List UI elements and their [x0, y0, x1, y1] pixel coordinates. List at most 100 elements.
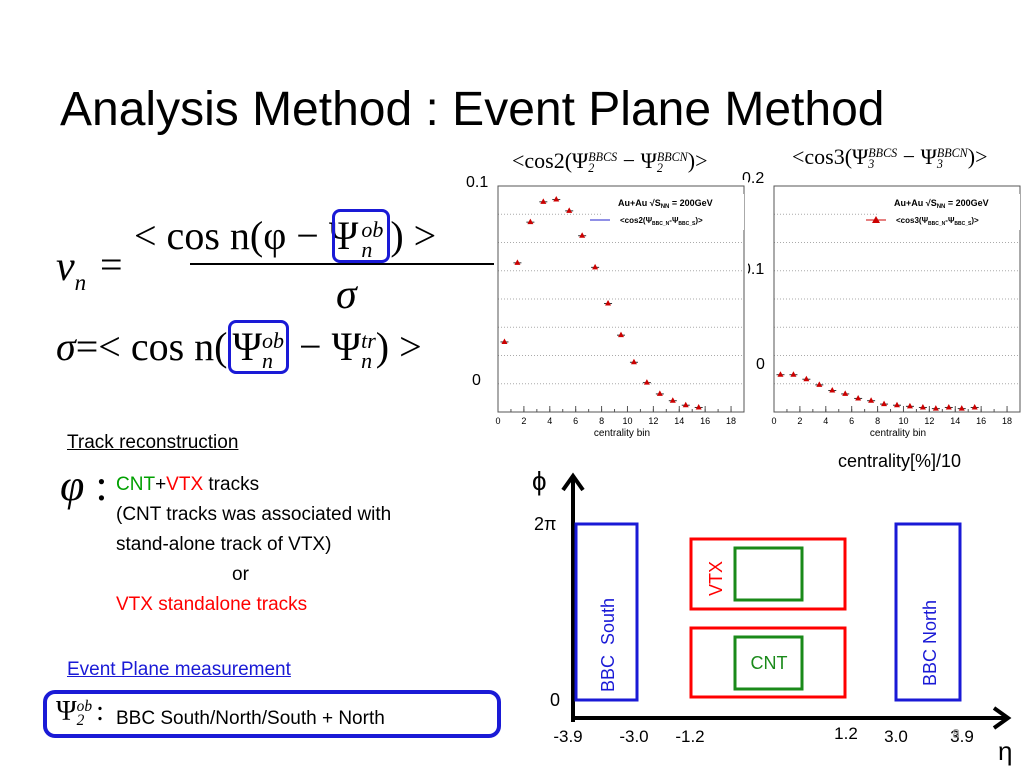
left-legend-box [602, 194, 744, 230]
left-xtick-label: 14 [674, 416, 684, 426]
right-xtick-label: 10 [898, 416, 908, 426]
right-xtick-label: 12 [924, 416, 934, 426]
right-data-point [855, 394, 862, 401]
minus-sign: − [299, 324, 322, 369]
detector-diagram: BBC South BBC North VTX CNT ϕ 2π 0 η -3.… [532, 466, 1012, 766]
ep-colon: : [96, 696, 104, 727]
right-data-point [842, 390, 849, 396]
left-data-point [566, 207, 573, 213]
right-xtick-label: 14 [950, 416, 960, 426]
fraction-line [190, 263, 508, 265]
eta-tick--1.2: -1.2 [675, 727, 704, 746]
vn-equals: = [100, 242, 123, 287]
left-xtick-label: 10 [622, 416, 632, 426]
sigma-symbol: σ [56, 324, 76, 369]
right-data-point [932, 405, 939, 411]
left-data-point [592, 263, 599, 270]
n-sub-2: n [262, 347, 274, 373]
left-header-sup2: BBCN [656, 150, 688, 165]
track-line-2: (CNT tracks was associated with [116, 504, 392, 525]
right-y-bottom-label: 0 [756, 356, 765, 373]
cnt-label: CNT [751, 653, 788, 673]
phi-zero-label: 0 [550, 690, 560, 710]
track-line-1: CNT+VTX tracks [116, 470, 476, 500]
psi-ob-box: ob n [332, 209, 391, 263]
vn-symbol: v [56, 244, 75, 290]
eta-tick--3.9: -3.9 [553, 727, 582, 746]
eta-axis-label: η [998, 736, 1012, 766]
bbc-north-box [894, 522, 962, 702]
right-data-point [919, 403, 926, 410]
left-data-point [579, 232, 586, 238]
two-pi-label: 2π [534, 514, 556, 534]
right-legend-title: Au+Au √SNN = 200GeV [894, 198, 989, 210]
eta-tick--3.0: -3.0 [619, 727, 648, 746]
right-header-sup2: BBCN [936, 146, 968, 161]
right-data-point [881, 400, 888, 407]
right-legend-entry: <cos3(ΨBBC_N-ΨBBC_S)> [896, 216, 979, 227]
right-xtick-label: 16 [976, 416, 986, 426]
right-header-sub2: 3 [936, 156, 943, 171]
track-description: CNT+VTX tracks (CNT tracks was associate… [116, 470, 476, 620]
right-data-point [868, 397, 875, 403]
phi-axis-label: ϕ [532, 466, 547, 496]
right-plot-frame [773, 185, 1021, 413]
left-legend-title: Au+Au √SNN = 200GeV [618, 198, 713, 210]
ep-psi-symbol: Ψ [56, 696, 77, 727]
phi-axis-arrow [561, 472, 585, 492]
left-data-point [618, 331, 624, 338]
right-header-sup1: BBCS [868, 146, 898, 161]
ob-sup-2: ob [262, 328, 285, 354]
left-xtick-label: 16 [700, 416, 710, 426]
right-xtick-label: 2 [797, 416, 802, 426]
slide-title: Analysis Method : Event Plane Method [60, 83, 885, 136]
left-data-point [695, 403, 702, 410]
cnt-box-lower [733, 635, 804, 691]
right-data-point [790, 371, 797, 377]
left-plot-frame [497, 185, 745, 413]
left-plot-points [500, 196, 703, 410]
left-header-mid: − Ψ [617, 148, 657, 173]
track-line-4: or [232, 564, 249, 585]
eta-axis-arrow [992, 706, 1012, 730]
eta-tick-1.2: 1.2 [834, 724, 858, 743]
ep-psi-sub: 2 [76, 711, 85, 729]
left-data-point [501, 338, 508, 344]
left-data-point [643, 379, 650, 385]
left-header-sub2: 2 [656, 160, 663, 175]
left-xtick-label: 6 [573, 416, 578, 426]
track-heading: Track reconstruction [67, 432, 239, 453]
psi-symbol-2: Ψ [331, 324, 362, 369]
left-data-point [669, 397, 676, 403]
ob-sup: ob [361, 217, 384, 243]
page-number: 8 [952, 726, 959, 741]
sigma-rhs: =< cos n( [75, 324, 228, 369]
left-plot-header: <cos2(Ψ BBCS 2 − Ψ BBCN 2)> [512, 148, 707, 174]
left-xtick-label: 2 [521, 416, 526, 426]
sigma-close: ) > [375, 324, 422, 369]
right-data-point [945, 403, 952, 410]
right-xtick-label: 8 [875, 416, 880, 426]
left-plot: 0 2 4 6 8 10 12 14 16 18 Au+Au √SNN = 200GeV <cos… [494, 180, 748, 440]
left-data-point [540, 198, 547, 204]
psi-symbol: Ψ [232, 324, 263, 369]
right-header-mid: − Ψ [897, 144, 937, 169]
ep-text: BBC South/North/South + North [116, 708, 385, 729]
eta-tick-3.0: 3.0 [884, 727, 908, 746]
left-plot-ticks: 0 2 4 6 8 10 12 14 16 18 [495, 406, 745, 426]
right-data-point [958, 405, 965, 411]
centrality-label: centrality[%]/10 [838, 451, 962, 471]
right-data-point [829, 387, 836, 393]
vn-denominator: σ [336, 272, 357, 318]
left-data-point [605, 300, 612, 306]
right-data-point [816, 381, 823, 387]
left-xtick-label: 0 [495, 416, 500, 426]
phi-symbol: φ [60, 461, 85, 510]
right-plot: 0 2 4 6 8 10 12 14 16 18 Au+Au √SNN = 200GeV <cos… [770, 180, 1024, 440]
right-xtick-label: 4 [823, 416, 828, 426]
right-plot-xlabel: centrality bin [870, 428, 926, 439]
right-data-point [894, 401, 900, 408]
